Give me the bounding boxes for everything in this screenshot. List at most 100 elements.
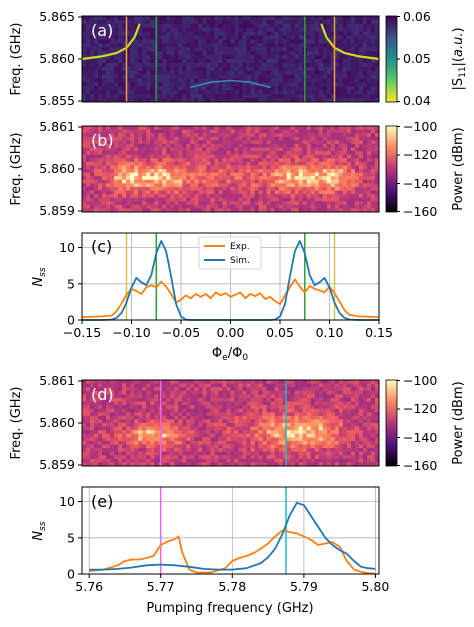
heatmap-cell xyxy=(222,154,227,159)
heatmap-cell xyxy=(118,129,123,134)
heatmap-cell xyxy=(210,383,215,388)
heatmap-cell xyxy=(230,143,235,148)
heatmap-cell xyxy=(126,151,131,156)
heatmap-cell xyxy=(282,387,288,392)
heatmap-cell xyxy=(230,415,235,420)
heatmap-cell xyxy=(110,154,115,159)
heatmap-cell xyxy=(110,419,115,424)
heatmap-cell xyxy=(178,197,183,202)
heatmap-cell xyxy=(82,47,87,52)
heatmap-cell xyxy=(202,462,207,467)
heatmap-cell xyxy=(138,154,143,159)
heatmap-cell xyxy=(194,190,199,195)
heatmap-cell xyxy=(206,94,211,99)
heatmap-cell xyxy=(330,383,336,388)
heatmap-cell xyxy=(186,90,191,95)
heatmap-cell xyxy=(118,169,123,173)
heatmap-cell xyxy=(290,161,296,166)
heatmap-cell xyxy=(198,426,203,431)
heatmap-cell xyxy=(98,208,103,213)
heatmap-cell xyxy=(102,172,107,177)
heatmap-cell xyxy=(226,448,231,453)
heatmap-cell xyxy=(254,380,259,384)
heatmap-cell xyxy=(182,179,187,184)
heatmap-cell xyxy=(310,387,316,392)
heatmap-cell xyxy=(310,90,316,95)
heatmap-cell xyxy=(250,387,255,392)
heatmap-cell xyxy=(90,78,95,83)
heatmap-cell xyxy=(242,412,247,417)
heatmap-cell xyxy=(302,169,308,173)
heatmap-cell xyxy=(262,59,268,64)
heatmap-cell xyxy=(346,82,352,87)
heatmap-cell xyxy=(86,35,91,40)
heatmap-cell xyxy=(150,383,155,388)
heatmap-cell xyxy=(242,405,247,410)
heatmap-cell xyxy=(138,94,143,99)
heatmap-cell xyxy=(174,176,179,181)
heatmap-cell xyxy=(86,437,91,442)
heatmap-cell xyxy=(170,16,175,21)
heatmap-cell xyxy=(202,47,207,52)
heatmap-cell xyxy=(322,408,328,413)
heatmap-cell xyxy=(338,151,344,156)
heatmap-cell xyxy=(134,179,139,184)
heatmap-cell xyxy=(110,197,115,202)
heatmap-cell xyxy=(302,176,308,181)
heatmap-cell xyxy=(90,136,95,141)
heatmap-cell xyxy=(342,78,348,83)
heatmap-cell xyxy=(170,161,175,166)
heatmap-cell xyxy=(106,94,111,99)
heatmap-cell xyxy=(190,78,195,83)
heatmap-cell xyxy=(214,70,219,76)
heatmap-cell xyxy=(198,62,203,68)
heatmap-cell xyxy=(314,27,320,33)
heatmap-cell xyxy=(82,154,87,159)
heatmap-cell xyxy=(138,158,143,163)
heatmap-cell xyxy=(82,27,87,33)
heatmap-cell xyxy=(178,129,183,134)
heatmap-cell xyxy=(318,179,324,184)
heatmap-cell xyxy=(138,27,143,33)
heatmap-cell xyxy=(178,437,183,442)
heatmap-cell xyxy=(210,405,215,410)
heatmap-cell xyxy=(302,140,308,145)
heatmap-cell xyxy=(130,383,135,388)
heatmap-cell xyxy=(294,158,300,163)
heatmap-cell xyxy=(226,401,231,406)
heatmap-cell xyxy=(186,190,191,195)
heatmap-cell xyxy=(222,129,227,134)
heatmap-cell xyxy=(218,426,223,431)
heatmap-cell xyxy=(138,143,143,148)
heatmap-cell xyxy=(182,412,187,417)
heatmap-cell xyxy=(290,31,296,36)
heatmap-cell xyxy=(298,437,304,442)
heatmap-cell xyxy=(242,55,247,60)
heatmap-cell xyxy=(370,194,376,199)
heatmap-cell xyxy=(170,51,175,56)
heatmap-cell xyxy=(370,133,376,138)
heatmap-cell xyxy=(346,74,352,79)
heatmap-cell xyxy=(258,169,263,173)
heatmap-cell xyxy=(206,165,211,170)
heatmap-cell xyxy=(342,147,348,152)
heatmap-cell xyxy=(142,172,147,177)
heatmap-cell xyxy=(274,419,280,424)
heatmap-cell xyxy=(138,433,143,438)
heatmap-cell xyxy=(310,208,316,213)
heatmap-cell xyxy=(106,27,111,33)
heatmap-cell xyxy=(158,66,163,72)
heatmap-cell xyxy=(90,172,95,177)
heatmap-cell xyxy=(202,86,207,91)
heatmap-cell xyxy=(214,129,219,134)
heatmap-cell xyxy=(178,458,183,463)
heatmap-cell xyxy=(342,190,348,195)
heatmap-cell xyxy=(86,440,91,445)
heatmap-cell xyxy=(250,197,255,202)
heatmap-cell xyxy=(114,408,119,413)
heatmap-cell xyxy=(142,462,147,467)
heatmap-cell xyxy=(318,380,324,384)
heatmap-cell xyxy=(246,451,251,456)
heatmap-cell xyxy=(114,169,119,173)
heatmap-cell xyxy=(186,35,191,40)
